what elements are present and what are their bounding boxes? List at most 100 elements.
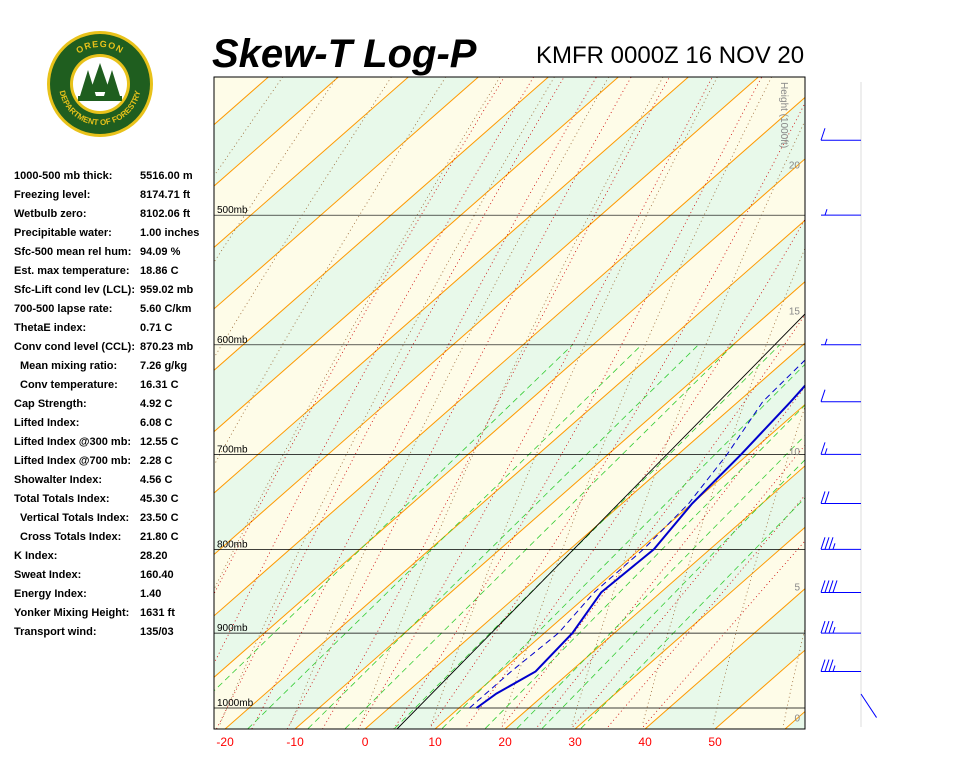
- moist-adiabat: [570, 444, 805, 729]
- isotherm-line: [434, 403, 805, 729]
- pressure-label: 800mb: [217, 539, 248, 550]
- x-tick-label: 40: [638, 735, 652, 749]
- index-value: 2.28 C: [140, 455, 173, 467]
- isotherm-line: [214, 77, 409, 249]
- index-row: Energy Index: 1.40: [14, 588, 214, 607]
- index-label: Transport wind:: [14, 626, 97, 638]
- tree-icon: [80, 70, 96, 96]
- wind-barb-feather: [820, 659, 826, 672]
- wind-barb-feather: [820, 389, 826, 402]
- wind-barb-feather: [824, 537, 830, 550]
- temperature-band: [214, 158, 805, 729]
- wind-barb-feather: [820, 537, 826, 550]
- index-row: ThetaE index: 0.71 C: [14, 322, 214, 341]
- isotherm-line: [214, 77, 549, 371]
- index-label: K Index:: [14, 550, 58, 562]
- index-row: Yonker Mixing Height: 1631 ft: [14, 607, 214, 626]
- pressure-label: 400mb: [217, 47, 248, 58]
- isotherm-line: [224, 219, 805, 729]
- pressure-label: 600mb: [217, 335, 248, 346]
- wind-barb: [820, 580, 861, 593]
- index-row: 1000-500 mb thick: 5516.00 m: [14, 170, 214, 189]
- dry-adiabat: [501, 77, 772, 726]
- index-label: Sfc-500 mean rel hum:: [14, 246, 132, 258]
- wind-barb-half-feather: [832, 665, 836, 672]
- index-value: 0.71 C: [140, 322, 173, 334]
- mixing-ratio-line: [515, 434, 805, 729]
- pressure-label: 700mb: [217, 444, 248, 455]
- temperature-band: [214, 77, 805, 616]
- oregon-department-of-forestry-logo: OREGON DEPARTMENT OF FORESTRY: [46, 30, 154, 138]
- temperature-profile: [475, 384, 805, 709]
- moist-adiabat: [640, 540, 805, 729]
- index-label: ThetaE index:: [14, 322, 87, 334]
- index-label: Lifted Index:: [14, 417, 80, 429]
- mixing-ratio-line: [214, 344, 573, 692]
- index-value: 959.02 mb: [140, 284, 194, 296]
- mixing-ratio-line: [541, 459, 805, 729]
- temperature-band: [0, 77, 128, 729]
- temperature-band: [785, 711, 805, 729]
- index-value: 8102.06 ft: [140, 208, 191, 220]
- height-tick-label: 0: [794, 713, 800, 724]
- temperature-band: [0, 77, 198, 729]
- mixing-ratio-line: [247, 344, 642, 729]
- index-row: Lifted Index @300 mb: 12.55 C: [14, 436, 214, 455]
- index-row: Cross Totals Index: 21.80 C: [14, 531, 214, 550]
- height-tick-label: 25: [789, 9, 801, 20]
- index-row: Freezing level: 8174.71 ft: [14, 189, 214, 208]
- tree-icon: [104, 70, 120, 96]
- index-label: Conv cond level (CCL):: [14, 341, 136, 353]
- isotherm-line: [214, 77, 689, 494]
- wind-barb: [820, 537, 861, 550]
- index-value: 45.30 C: [140, 493, 179, 505]
- wind-barb-half-feather: [824, 448, 828, 455]
- wind-barb-feather: [824, 659, 830, 672]
- isotherm-line: [784, 710, 805, 729]
- logo-emblem: OREGON DEPARTMENT OF FORESTRY: [47, 31, 153, 137]
- x-tick-label: 20: [498, 735, 512, 749]
- moist-adiabat: [322, 77, 670, 729]
- index-label: Precipitable water:: [14, 227, 112, 239]
- wind-barb-feather: [828, 620, 834, 634]
- index-label: Cap Strength:: [14, 398, 87, 410]
- index-row: Sfc-500 mean rel hum: 94.09 %: [14, 246, 214, 265]
- temperature-band: [0, 77, 58, 729]
- wind-barb-half-feather: [832, 626, 836, 634]
- index-label: Est. max temperature:: [14, 265, 130, 277]
- index-label: Yonker Mixing Height:: [14, 607, 130, 619]
- pressure-label: 900mb: [217, 623, 248, 634]
- index-label: Wetbulb zero:: [14, 208, 87, 220]
- wind-barb-half-feather: [832, 543, 836, 550]
- index-row: K Index: 28.20: [14, 550, 214, 569]
- pressure-label: 500mb: [217, 205, 248, 216]
- index-label: Cross Totals Index:: [20, 531, 122, 543]
- wind-barb: [860, 693, 877, 718]
- mixing-ratio-line: [484, 404, 805, 729]
- index-value: 1.40: [140, 588, 162, 600]
- index-value: 135/03: [140, 626, 174, 638]
- x-tick-label: -10: [286, 735, 304, 749]
- index-row: 700-500 lapse rate: 5.60 C/km: [14, 303, 214, 322]
- stability-indices-panel: 1000-500 mb thick: 5516.00 m Freezing leve…: [14, 170, 214, 645]
- wind-barb-feather: [820, 620, 826, 634]
- x-tick-label: -20: [216, 735, 234, 749]
- index-value: 16.31 C: [140, 379, 179, 391]
- index-row: Mean mixing ratio: 7.26 g/kg: [14, 360, 214, 379]
- wind-barbs: [820, 82, 877, 727]
- wind-barb-feather: [824, 580, 830, 593]
- wind-barb-half-feather: [824, 209, 828, 216]
- index-value: 7.26 g/kg: [140, 360, 188, 372]
- index-label: Vertical Totals Index:: [20, 512, 130, 524]
- index-value: 23.50 C: [140, 512, 179, 524]
- moist-adiabat: [214, 77, 535, 665]
- x-tick-label: 30: [568, 735, 582, 749]
- isotherm-line: [644, 588, 805, 729]
- wind-barb: [820, 659, 861, 673]
- wind-barb-feather: [828, 659, 834, 672]
- wind-barb: [820, 491, 861, 504]
- x-tick-label: 0: [362, 735, 369, 749]
- mixing-ratio-line: [344, 344, 734, 729]
- index-label: Showalter Index:: [14, 474, 103, 486]
- moist-adiabat: [428, 102, 805, 729]
